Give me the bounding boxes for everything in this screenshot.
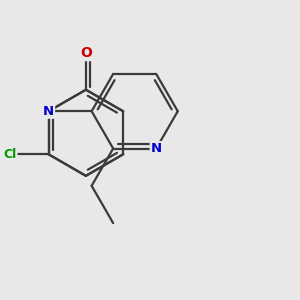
Text: Cl: Cl [3, 148, 16, 161]
Text: N: N [43, 105, 54, 118]
Text: O: O [80, 46, 92, 60]
Text: N: N [151, 142, 162, 155]
